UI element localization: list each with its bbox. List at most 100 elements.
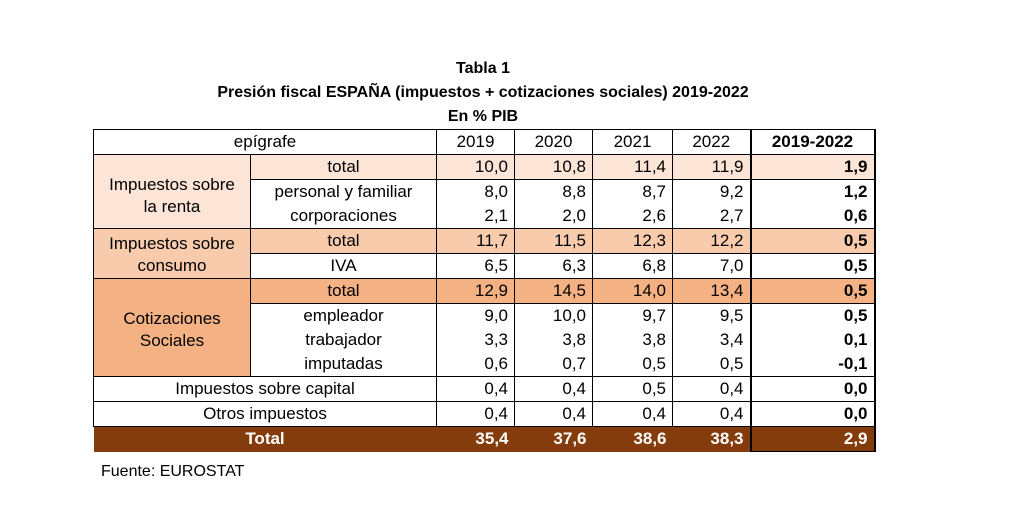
group-renta-line2: la renta [143,196,201,216]
header-2019-2022: 2019-2022 [749,129,876,155]
fiscal-pressure-table: epígrafe 2019 2020 2021 2022 2019-2022 I… [93,129,876,452]
header-2021: 2021 [592,129,673,155]
table-row: empleador 9,0 10,0 9,7 9,5 0,5 [94,303,876,328]
cell-diff: 0,5 [749,228,876,254]
cell-2019: 9,0 [436,303,515,328]
group-cotizaciones-label: Cotizaciones Sociales [93,278,251,377]
group-renta-line1: Impuestos sobre [109,174,235,194]
cell-2019: 0,4 [436,376,515,402]
cell-2022: 0,4 [672,376,751,402]
table-row: trabajador 3,3 3,8 3,8 3,4 0,1 [94,328,876,352]
cell-2020: 8,8 [514,179,593,204]
cell-2020: 2,0 [514,204,593,229]
row-label: IVA [250,253,437,279]
total-2021: 38,6 [592,426,673,452]
table-row: Impuestos sobre capital 0,4 0,4 0,5 0,4 … [93,376,876,402]
table-row: IVA 6,5 6,3 6,8 7,0 0,5 [94,253,876,279]
cell-2021: 0,5 [592,352,673,377]
row-label: trabajador [250,328,437,352]
row-label: empleador [250,303,437,328]
table-row: imputadas 0,6 0,7 0,5 0,5 -0,1 [94,352,876,377]
cell-2021: 6,8 [592,253,673,279]
cell-diff: 0,6 [749,204,876,229]
header-2019: 2019 [436,129,515,155]
table-unit: En % PIB [447,108,519,125]
table-subtitle: Presión fiscal ESPAÑA (impuestos + cotiz… [217,84,749,101]
cell-2020: 14,5 [514,278,593,304]
table-row: Impuestos sobre la renta total 10,0 10,8… [93,154,876,229]
cell-2022: 9,2 [719,182,744,201]
cell-2021: 2,6 [592,204,673,229]
row-label: personal y familiar [250,179,437,204]
cell-2019: 12,9 [436,278,515,304]
cell-2020: 10,0 [514,303,593,328]
cell-2022: 3,4 [719,330,744,349]
cell-2021: 0,5 [592,376,673,402]
row-label: total [250,154,437,180]
header-row: epígrafe 2019 2020 2021 2022 2019-2022 [93,129,876,155]
cell-diff: 1,9 [749,154,876,180]
cell-2021: 0,4 [592,401,673,427]
cell-diff: 1,2 [749,179,876,204]
group-consumo-label: Impuestos sobre consumo [93,228,251,279]
cell-2019: 0,6 [436,352,515,377]
cell-2020: 6,3 [514,253,593,279]
cell-2022: 13,4 [672,278,751,304]
cell-diff: 0,5 [749,253,876,279]
cell-2020: 0,4 [514,376,593,402]
cell-2021: 12,3 [592,228,673,254]
cell-2021: 8,7 [592,179,673,204]
cell-2021: 11,4 [592,154,673,180]
row-label: total [250,278,437,304]
row-label: total [250,228,437,254]
cell-2022: 7,0 [672,253,751,279]
cell-diff: 0,5 [749,303,876,328]
source-note: Fuente: EUROSTAT [101,463,245,480]
group-consumo-line2: consumo [137,255,207,275]
cell-2021: 9,7 [592,303,673,328]
group-renta-label: Impuestos sobre la renta [93,154,251,229]
row-label: Impuestos sobre capital [93,376,437,402]
table-row: Otros impuestos 0,4 0,4 0,4 0,4 0,0 [93,401,876,427]
cell-2020: 0,4 [514,401,593,427]
total-diff: 2,9 [749,426,876,452]
cell-2019: 0,4 [436,401,515,427]
table-row: corporaciones 2,1 2,0 2,6 2,7 0,6 [94,204,876,229]
header-epigrafe: epígrafe [93,129,437,155]
row-label: corporaciones [250,204,437,229]
group-consumo-line1: Impuestos sobre [109,233,235,253]
cell-2020: 10,8 [514,154,593,180]
cell-2019: 6,5 [436,253,515,279]
cell-2022: 0,5 [672,352,751,377]
cell-2019: 10,0 [436,154,515,180]
total-row: Total 35,4 37,6 38,6 38,3 2,9 [93,426,876,452]
table-title: Tabla 1 [456,60,510,77]
cell-2020: 11,5 [514,228,593,254]
header-2022: 2022 [672,129,751,155]
cell-diff: -0,1 [749,352,876,377]
table-row: personal y familiar 8,0 8,8 8,7 9,2 1,2 [94,179,876,204]
total-2020: 37,6 [514,426,593,452]
total-2022: 38,3 [672,426,751,452]
cell-diff: 0,0 [749,401,876,427]
cell-2022: 12,2 [672,228,751,254]
total-label: Total [93,426,437,452]
header-2020: 2020 [514,129,593,155]
group-cotizaciones-line1: Cotizaciones [123,308,221,328]
cell-2022: 0,4 [672,401,751,427]
cell-diff: 0,1 [749,328,876,352]
row-label: Otros impuestos [93,401,437,427]
cell-2019: 11,7 [436,228,515,254]
cell-2021: 3,8 [592,328,673,352]
table-row: Impuestos sobre consumo total 11,7 11,5 … [93,228,876,279]
row-label: imputadas [250,352,437,377]
cell-diff: 0,5 [749,278,876,304]
cell-2020: 3,8 [514,328,593,352]
cell-2019: 2,1 [436,204,515,229]
cell-2022: 2,7 [672,204,751,229]
group-cotizaciones-line2: Sociales [139,330,205,350]
cell-2019: 8,0 [436,179,515,204]
cell-2019: 3,3 [436,328,515,352]
cell-diff: 0,0 [749,376,876,402]
table-row: Cotizaciones Sociales total 12,9 14,5 14… [93,278,876,377]
